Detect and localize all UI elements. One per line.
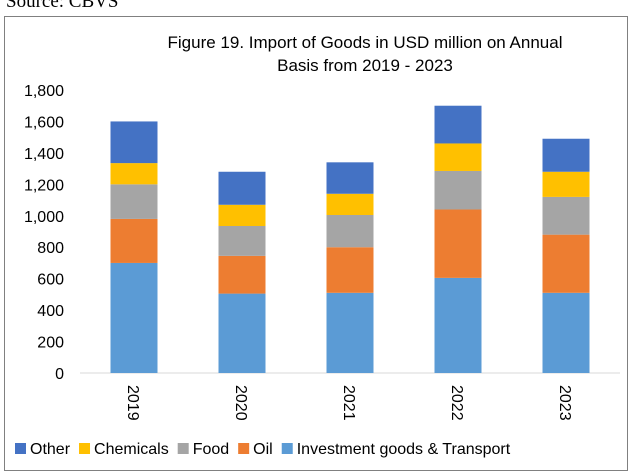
- bar-segment: [542, 196, 590, 235]
- bar-segment: [218, 171, 266, 205]
- legend-label: Oil: [253, 441, 273, 458]
- legend-swatch: [238, 443, 250, 454]
- legend-label: Investment goods & Transport: [297, 441, 511, 458]
- y-tick-label: 1,000: [24, 209, 64, 226]
- bar-segment: [218, 225, 266, 256]
- x-tick-label: 2020: [232, 385, 249, 421]
- bar-segment: [110, 262, 158, 373]
- bar-segment: [434, 170, 482, 210]
- bar-segment: [110, 121, 158, 164]
- bar-segment: [434, 277, 482, 373]
- bar-segment: [326, 214, 374, 248]
- legend-swatch: [281, 443, 293, 454]
- bar-segment: [110, 218, 158, 263]
- bar-segment: [542, 292, 590, 373]
- bar-segment: [326, 162, 374, 194]
- y-tick-label: 200: [37, 335, 64, 352]
- legend-swatch: [15, 443, 26, 454]
- y-tick-label: 1,200: [24, 177, 64, 194]
- x-tick-label: 2019: [124, 385, 141, 421]
- bar-segment: [110, 163, 158, 185]
- bar-segment: [434, 143, 482, 171]
- bar-segment: [434, 209, 482, 278]
- bar-segment: [218, 293, 266, 373]
- chart-title-line: Figure 19. Import of Goods in USD millio…: [168, 33, 563, 52]
- plot-bars: [80, 105, 620, 374]
- bar-segment: [542, 171, 590, 197]
- bar-segment: [326, 292, 374, 373]
- legend-label: Chemicals: [94, 441, 169, 458]
- y-tick-label: 800: [37, 240, 64, 257]
- bar-segment: [326, 193, 374, 215]
- bar-segment: [434, 105, 482, 144]
- chart-title-line: Basis from 2019 - 2023: [277, 56, 453, 75]
- y-tick-label: 600: [37, 272, 64, 289]
- bar-segment: [326, 247, 374, 293]
- x-axis: 2019 2020 2021 2022 2023: [124, 385, 573, 421]
- legend-label: Food: [193, 441, 229, 458]
- chart-area: Figure 19. Import of Goods in USD millio…: [4, 16, 628, 471]
- x-tick-label: 2021: [340, 385, 357, 421]
- y-tick-label: 1,400: [24, 146, 64, 163]
- bar-segment: [110, 184, 158, 219]
- legend-label: Other: [30, 441, 71, 458]
- chart-canvas: Figure 19. Import of Goods in USD millio…: [15, 33, 620, 458]
- source-caption: Source: CBVS: [6, 0, 119, 12]
- legend-swatch: [177, 443, 189, 454]
- bar-segment: [542, 138, 590, 172]
- y-tick-label: 1,800: [24, 83, 64, 100]
- legend: Other Chemicals Food Oil Investment goods & …: [15, 441, 511, 458]
- y-tick-label: 1,600: [24, 114, 64, 131]
- y-tick-label: 400: [37, 303, 64, 320]
- x-tick-label: 2023: [556, 385, 573, 421]
- chart-title: Figure 19. Import of Goods in USD millio…: [168, 33, 563, 75]
- y-axis: 0 200 400 600 800 1,000 1,200 1,400 1,600 1,800: [24, 83, 64, 383]
- bar-segment: [542, 234, 590, 293]
- legend-swatch: [79, 443, 91, 454]
- bar-segment: [218, 255, 266, 294]
- bar-segment: [218, 204, 266, 226]
- x-tick-label: 2022: [448, 385, 465, 421]
- y-tick-label: 0: [55, 366, 64, 383]
